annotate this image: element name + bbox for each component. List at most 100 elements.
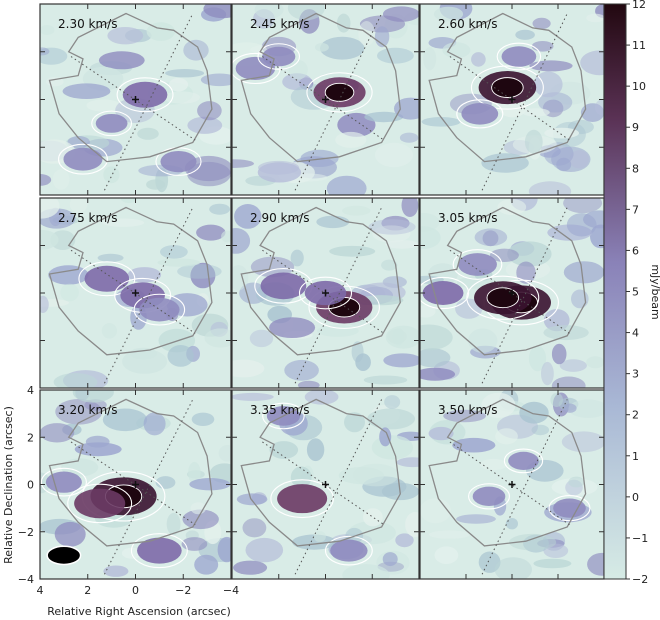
emission-contour bbox=[468, 483, 510, 510]
emission-contour bbox=[116, 77, 174, 113]
noise-patch bbox=[423, 47, 437, 71]
disk-outline-contour bbox=[240, 206, 401, 356]
emission-contour bbox=[324, 535, 373, 566]
noise-patch bbox=[160, 245, 188, 259]
noise-patch bbox=[320, 36, 365, 60]
emission-contour bbox=[58, 143, 108, 175]
noise-patch bbox=[245, 537, 284, 563]
emission-blob bbox=[262, 46, 296, 67]
emission-blob bbox=[45, 471, 82, 493]
minor-axis-line bbox=[104, 207, 194, 384]
noise-patch bbox=[580, 50, 604, 76]
noise-patch bbox=[313, 531, 326, 543]
noise-patch bbox=[383, 353, 419, 368]
noise-patch bbox=[586, 13, 604, 23]
emission-blob bbox=[122, 81, 168, 108]
noise-patch bbox=[300, 149, 339, 167]
noise-patch bbox=[420, 226, 441, 249]
velocity-label: 2.75 km/s bbox=[58, 211, 117, 225]
noise-patch bbox=[257, 162, 302, 183]
y-tick-label: 2 bbox=[27, 431, 34, 444]
noise-patch bbox=[191, 412, 215, 426]
minor-axis-line bbox=[481, 399, 568, 575]
noise-patch bbox=[508, 533, 557, 551]
noise-patch bbox=[434, 546, 459, 564]
emission-blob bbox=[63, 147, 103, 171]
noise-patch bbox=[165, 69, 205, 78]
star-position-marker bbox=[508, 289, 516, 297]
x-axis-label: Relative Right Ascension (arcsec) bbox=[47, 605, 231, 618]
noise-patch bbox=[232, 228, 251, 254]
panel-image bbox=[232, 4, 419, 195]
star-position-marker bbox=[322, 96, 329, 103]
noise-patch bbox=[101, 323, 117, 339]
noise-patch bbox=[420, 348, 451, 368]
noise-patch bbox=[209, 463, 231, 483]
star-position-marker bbox=[508, 96, 516, 103]
noise-patch bbox=[196, 224, 226, 241]
channel-panel: 3.20 km/s bbox=[39, 389, 232, 580]
noise-patch bbox=[242, 518, 267, 538]
emission-contour bbox=[91, 110, 133, 137]
star-position-marker bbox=[322, 481, 329, 488]
noise-patch bbox=[543, 543, 569, 558]
noise-patch bbox=[40, 174, 52, 186]
star-position-marker bbox=[132, 481, 139, 488]
noise-patch bbox=[394, 97, 419, 120]
noise-patch bbox=[428, 530, 471, 539]
noise-patch bbox=[232, 159, 254, 168]
noise-patch bbox=[183, 39, 209, 61]
noise-patch bbox=[188, 461, 201, 484]
y-tick-label: −4 bbox=[18, 573, 34, 586]
noise-patch bbox=[187, 116, 223, 134]
noise-patch bbox=[69, 198, 88, 213]
colorbar-tick-label: 3 bbox=[632, 368, 639, 381]
noise-patch bbox=[166, 512, 181, 536]
major-axis-line bbox=[262, 441, 385, 526]
noise-patch bbox=[209, 203, 231, 215]
disk-outline-contour bbox=[48, 12, 213, 163]
noise-patch bbox=[297, 380, 320, 388]
noise-patch bbox=[306, 438, 325, 462]
panel-image bbox=[420, 4, 604, 195]
noise-patch bbox=[594, 99, 604, 116]
noise-patch bbox=[97, 253, 124, 262]
noise-patch bbox=[249, 329, 274, 348]
emission-core bbox=[324, 82, 355, 102]
noise-patch bbox=[516, 261, 536, 284]
noise-patch bbox=[342, 205, 371, 216]
noise-patch bbox=[569, 150, 589, 169]
noise-patch bbox=[182, 509, 219, 530]
x-tick-label: −4 bbox=[223, 584, 239, 597]
disk-outline-contour bbox=[428, 398, 587, 547]
noise-patch bbox=[40, 198, 60, 219]
noise-patch bbox=[580, 103, 604, 122]
noise-patch bbox=[561, 431, 604, 453]
noise-patch bbox=[474, 228, 508, 246]
noise-patch bbox=[563, 198, 603, 214]
panel-image bbox=[40, 198, 231, 388]
star-position-marker bbox=[132, 289, 139, 297]
noise-patch bbox=[456, 514, 496, 524]
colorbar-tick-label: 4 bbox=[632, 327, 639, 340]
colorbar-tick-label: 0 bbox=[632, 491, 639, 504]
noise-patch bbox=[181, 537, 208, 551]
star-position-marker bbox=[508, 481, 516, 488]
noise-patch bbox=[282, 73, 312, 91]
x-tick-label: 0 bbox=[132, 584, 139, 597]
emission-contour bbox=[270, 479, 334, 519]
noise-patch bbox=[218, 445, 231, 462]
noise-patch bbox=[420, 498, 452, 524]
noise-patch bbox=[342, 564, 390, 579]
noise-patch bbox=[399, 132, 419, 143]
colorbar-gradient bbox=[603, 3, 627, 580]
emission-contour bbox=[130, 533, 188, 569]
noise-patch bbox=[586, 356, 604, 369]
noise-patch bbox=[405, 511, 419, 538]
noise-patch bbox=[568, 476, 585, 488]
colorbar-tick-label: 5 bbox=[632, 286, 639, 299]
noise-patch bbox=[556, 157, 572, 172]
noise-patch bbox=[489, 248, 519, 262]
minor-axis-line bbox=[481, 13, 568, 191]
colorbar-tick-label: 8 bbox=[632, 162, 639, 175]
